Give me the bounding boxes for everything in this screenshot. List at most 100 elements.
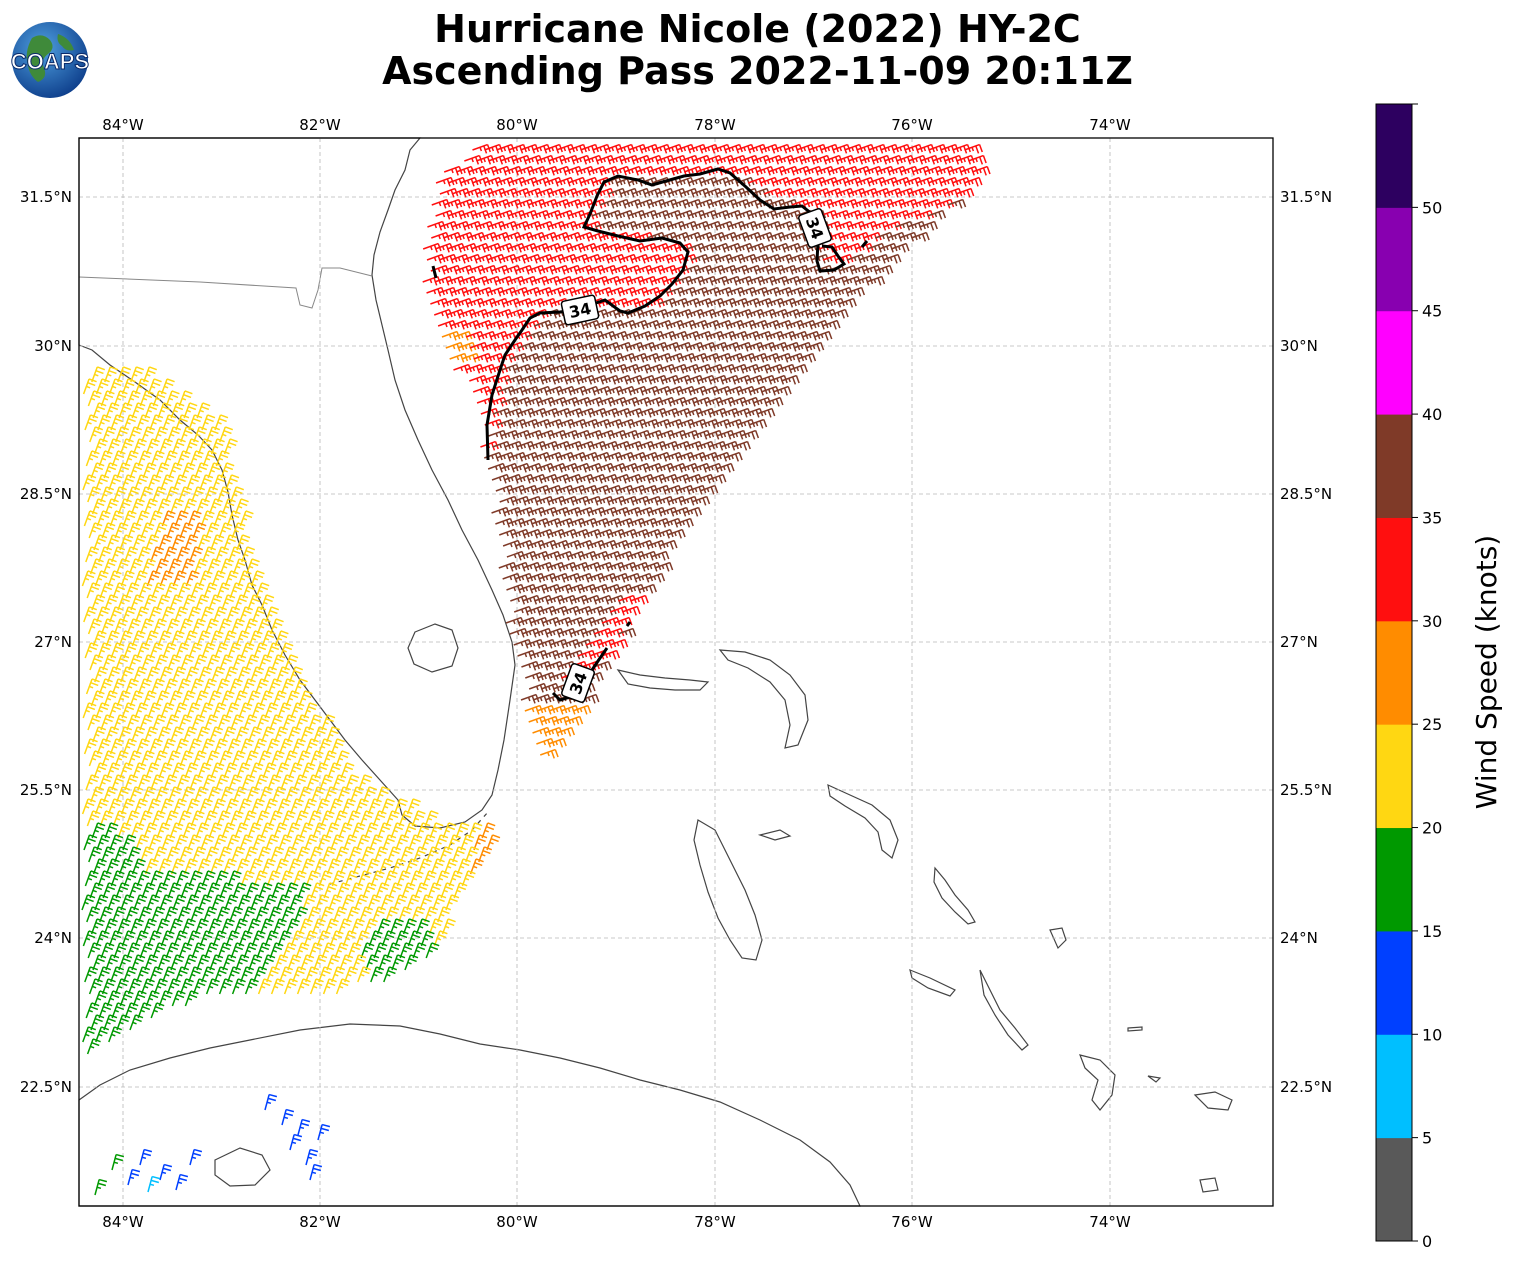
longitude-label: 82°W <box>299 116 341 134</box>
latitude-label: 24°N <box>34 929 72 947</box>
colorbar-segment <box>1376 207 1412 312</box>
continent-shape <box>26 35 53 82</box>
latitude-label: 31.5°N <box>20 188 72 206</box>
wind-barb <box>911 231 930 242</box>
wind-barb <box>882 253 902 264</box>
latitude-label: 22.5°N <box>1280 1078 1332 1096</box>
longitude-label: 80°W <box>496 1213 538 1231</box>
latitude-label: 30°N <box>34 337 72 355</box>
latitude-label: 28.5°N <box>20 485 72 503</box>
continent-shape <box>57 34 74 51</box>
isla-juventud-coastline <box>214 1147 271 1187</box>
wind-barb <box>947 198 967 209</box>
colorbar-segment <box>1376 1137 1412 1242</box>
logo-text: COAPS <box>11 49 89 74</box>
longitude-label: 74°W <box>1089 1213 1131 1231</box>
inagua-coastline <box>1193 1091 1233 1111</box>
colorbar-tick-label: 45 <box>1422 302 1442 321</box>
colorbar-tick-label: 15 <box>1422 922 1442 941</box>
latitude-label: 28.5°N <box>1280 485 1332 503</box>
wind-barb <box>535 187 555 198</box>
long-island-coastline <box>979 969 1029 1051</box>
latitude-labels-left: 31.5°N 30°N 28.5°N 27°N 25.5°N 24°N 22.5°N <box>20 188 72 1096</box>
wind-barb <box>679 220 698 231</box>
longitude-labels-top: 84°W 82°W 80°W 78°W 76°W 74°W <box>102 116 1131 134</box>
colorbar-tick-label: 10 <box>1422 1025 1442 1044</box>
longitude-label: 76°W <box>891 116 933 134</box>
wind-barb <box>964 143 983 154</box>
southern-bahamas-coastline <box>1079 1054 1116 1111</box>
colorbar-segment <box>1376 310 1412 415</box>
longitude-label: 84°W <box>102 1213 144 1231</box>
wind-barb <box>715 220 734 231</box>
hispaniola-edge-coastline <box>1199 1177 1219 1193</box>
cuba-coastline <box>78 1023 861 1207</box>
longitude-label: 80°W <box>496 116 538 134</box>
latitude-label: 25.5°N <box>20 781 72 799</box>
longitude-labels-bottom: 84°W 82°W 80°W 78°W 76°W 74°W <box>102 1213 1131 1231</box>
latitude-label: 31.5°N <box>1280 188 1332 206</box>
wind-barb <box>890 242 910 253</box>
abaco-coastline <box>718 649 809 749</box>
latitude-label: 22.5°N <box>20 1078 72 1096</box>
exuma-coastline <box>933 866 976 925</box>
colorbar-tick-label: 0 <box>1422 1232 1432 1251</box>
colorbar-segment <box>1376 414 1412 518</box>
grand-bahama-coastline <box>616 669 710 691</box>
colorbar-tick-label: 5 <box>1422 1129 1432 1148</box>
wind-barb <box>968 154 987 165</box>
longitude-label: 78°W <box>694 116 736 134</box>
wind-barb <box>919 220 938 231</box>
longitude-label: 76°W <box>891 1213 933 1231</box>
wind-barb <box>743 165 763 176</box>
longitude-label: 84°W <box>102 116 144 134</box>
wind-barb <box>438 253 458 264</box>
wind-barbs-layer <box>81 143 991 1196</box>
map-title-line-2: Ascending Pass 2022-11-09 20:11Z <box>382 49 1133 93</box>
latitude-labels-right: 31.5°N 30°N 28.5°N 27°N 25.5°N 24°N 22.5°N <box>1280 188 1332 1096</box>
lake-okeechobee <box>407 623 459 673</box>
colorbar-tick-label: 50 <box>1422 198 1442 217</box>
eleuthera-coastline <box>827 783 899 860</box>
wind-barb <box>874 264 894 275</box>
wind-barb <box>927 209 947 220</box>
latitude-label: 27°N <box>1280 633 1318 651</box>
latitude-label: 25.5°N <box>1280 781 1332 799</box>
colorbar-segment <box>1376 930 1412 1035</box>
wind-barb <box>711 176 731 187</box>
wind-barb <box>739 220 758 231</box>
colorbar-segment <box>1376 517 1412 622</box>
colorbar-tick-label: 20 <box>1422 819 1442 838</box>
latitude-label: 24°N <box>1280 929 1318 947</box>
wind-barb <box>500 154 519 165</box>
colorbar-tick-label: 40 <box>1422 405 1442 424</box>
wind-barb <box>971 165 991 176</box>
colorbar-segment <box>1376 1034 1412 1139</box>
longitude-label: 74°W <box>1089 116 1131 134</box>
small-island-coastline <box>1147 1075 1162 1083</box>
map-title-line-1: Hurricane Nicole (2022) HY-2C <box>434 7 1081 51</box>
colorbar-tick-label: 35 <box>1422 508 1442 527</box>
wind-barb <box>779 165 799 176</box>
longitude-label: 82°W <box>299 1213 341 1231</box>
latitude-label: 27°N <box>34 633 72 651</box>
wind-speed-colorbar: 0 5 10 15 20 25 30 35 40 45 50 <box>1375 103 1442 1251</box>
andros-coastline <box>693 819 763 961</box>
longitude-label: 78°W <box>694 1213 736 1231</box>
latitude-label: 30°N <box>1280 337 1318 355</box>
wind-barb <box>443 165 463 176</box>
state-border-line <box>78 267 373 309</box>
small-island-coastline <box>757 829 792 841</box>
colorbar-segment <box>1376 724 1412 829</box>
coaps-logo: COAPS <box>10 22 90 98</box>
colorbar-tick-label: 30 <box>1422 612 1442 631</box>
colorbar-segment <box>1376 104 1412 208</box>
wind-barb <box>963 176 983 187</box>
wind-barb <box>755 165 775 176</box>
land-layer <box>78 137 1233 1207</box>
cat-island-coastline <box>1049 927 1067 950</box>
colorbar-tick-label: 25 <box>1422 715 1442 734</box>
colorbar-segment <box>1376 827 1412 932</box>
wind-barb <box>831 176 851 187</box>
